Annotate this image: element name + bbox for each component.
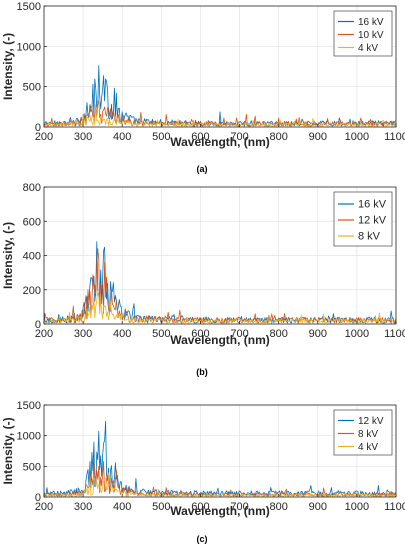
series-line bbox=[44, 105, 396, 127]
x-axis-label: Wavelength, (nm) bbox=[170, 135, 270, 149]
y-tick-label: 400 bbox=[23, 251, 41, 263]
x-tick-label: 1100 bbox=[384, 131, 405, 143]
x-tick-label: 1000 bbox=[345, 501, 369, 513]
x-tick-label: 300 bbox=[74, 131, 92, 143]
x-tick-label: 800 bbox=[269, 328, 287, 340]
series-group bbox=[44, 65, 396, 127]
chart-panel: 200 300 400 500 600 700 800 900 1000 110002004006… bbox=[1, 182, 405, 377]
x-tick-label: 600 bbox=[191, 501, 209, 513]
x-tick-label: 500 bbox=[152, 131, 170, 143]
x-tick-label: 900 bbox=[309, 328, 327, 340]
x-tick-label: 500 bbox=[152, 328, 170, 340]
x-tick-label: 800 bbox=[269, 131, 287, 143]
legend-label: 12 kV bbox=[358, 215, 387, 227]
x-tick-label: 200 bbox=[35, 131, 53, 143]
legend: 16 kV 12 kV 8 kV bbox=[333, 191, 393, 247]
series-line bbox=[44, 472, 396, 497]
panel-caption: (c) bbox=[197, 534, 208, 544]
legend-label: 4 kV bbox=[358, 442, 378, 453]
series-group bbox=[44, 420, 396, 497]
y-axis-label: Intensity, (-) bbox=[1, 417, 15, 484]
axes-frame bbox=[43, 5, 397, 128]
x-tick-label: 1000 bbox=[345, 131, 369, 143]
x-tick-label: 1100 bbox=[384, 501, 405, 513]
y-tick-label: 200 bbox=[23, 285, 41, 297]
y-axis-label: Intensity, (-) bbox=[1, 222, 15, 289]
y-axis-label: Intensity, (-) bbox=[1, 33, 15, 100]
legend-label: 4 kV bbox=[358, 43, 378, 54]
x-tick-label: 300 bbox=[74, 501, 92, 513]
legend-label: 16 kV bbox=[358, 17, 384, 28]
x-tick-label: 500 bbox=[152, 501, 170, 513]
x-tick-label: 700 bbox=[230, 328, 248, 340]
x-tick-label: 600 bbox=[191, 131, 209, 143]
y-tick-label: 1500 bbox=[17, 1, 41, 13]
y-tick-label: 1000 bbox=[17, 41, 41, 53]
chart-panel: 200 300 400 500 600 700 800 900 1000 1100 0 500 1000… bbox=[1, 1, 405, 174]
x-tick-label: 400 bbox=[113, 328, 131, 340]
x-tick-label: 600 bbox=[191, 328, 209, 340]
x-tick-label: 900 bbox=[309, 131, 327, 143]
y-tick-label: 600 bbox=[23, 216, 41, 228]
series-line bbox=[44, 290, 396, 324]
x-tick-label: 200 bbox=[35, 501, 53, 513]
legend-label: 8 kV bbox=[358, 231, 381, 243]
x-tick-label: 1000 bbox=[345, 328, 369, 340]
y-tick-label: 500 bbox=[23, 461, 41, 473]
series-line bbox=[44, 99, 396, 127]
y-tick-label: 500 bbox=[23, 82, 41, 94]
y-tick-label: 0 bbox=[35, 122, 41, 134]
x-tick-label: 200 bbox=[35, 328, 53, 340]
x-tick-label: 400 bbox=[113, 131, 131, 143]
x-tick-label: 400 bbox=[113, 501, 131, 513]
x-axis-label: Wavelength, (nm) bbox=[170, 333, 270, 347]
y-tick-label: 1000 bbox=[17, 431, 41, 443]
x-tick-label: 900 bbox=[309, 501, 327, 513]
legend-box bbox=[333, 10, 393, 57]
series-line bbox=[44, 461, 396, 497]
panel-caption: (b) bbox=[196, 367, 208, 377]
panel-caption: (a) bbox=[197, 164, 208, 174]
legend-box bbox=[333, 409, 393, 456]
legend-label: 10 kV bbox=[358, 30, 384, 41]
x-tick-label: 700 bbox=[230, 501, 248, 513]
legend-label: 8 kV bbox=[358, 429, 378, 440]
axes-frame bbox=[43, 404, 397, 498]
y-tick-label: 0 bbox=[35, 319, 41, 331]
x-tick-label: 700 bbox=[230, 131, 248, 143]
y-tick-label: 800 bbox=[23, 182, 41, 194]
legend: 16 kV 10 kV 4 kV bbox=[333, 10, 393, 57]
x-tick-label: 1100 bbox=[384, 328, 405, 340]
legend-label: 16 kV bbox=[358, 199, 387, 211]
x-tick-label: 800 bbox=[269, 501, 287, 513]
x-axis-label: Wavelength, (nm) bbox=[170, 504, 270, 518]
legend-box bbox=[333, 191, 393, 247]
legend: 12 kV 8 kV 4 kV bbox=[333, 409, 393, 456]
x-tick-label: 300 bbox=[74, 328, 92, 340]
chart-panel: 200 300 400 500 600 700 800 900 1000 1100 0 500 1000… bbox=[1, 400, 405, 544]
series-group bbox=[44, 241, 396, 324]
legend-label: 12 kV bbox=[358, 416, 384, 427]
y-tick-label: 1500 bbox=[17, 400, 41, 412]
y-tick-label: 0 bbox=[35, 492, 41, 504]
